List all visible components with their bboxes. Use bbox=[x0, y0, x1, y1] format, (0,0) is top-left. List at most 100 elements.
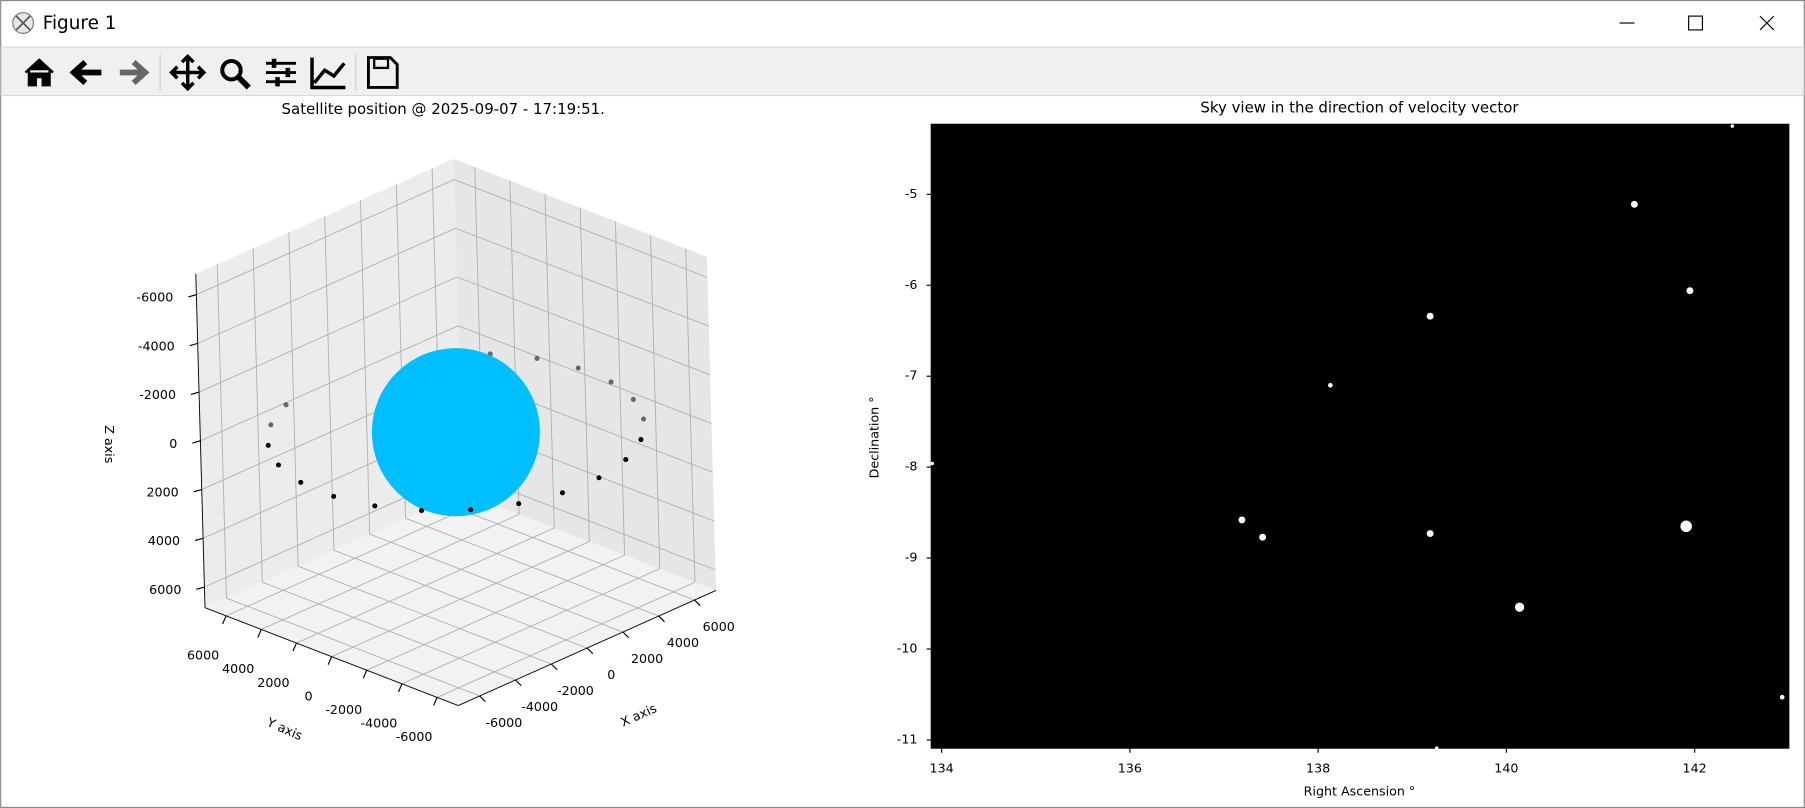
z-tick bbox=[193, 489, 202, 493]
orbit-point bbox=[265, 442, 271, 448]
x-tick-label: -4000 bbox=[521, 699, 558, 714]
y-tick bbox=[327, 656, 333, 665]
x-tick bbox=[479, 695, 486, 703]
star bbox=[1514, 602, 1525, 612]
y-axis-label: Declination ° bbox=[866, 396, 881, 478]
app-icon-glyph bbox=[15, 15, 31, 31]
x-tick-label: 140 bbox=[1494, 760, 1518, 775]
y-tick-label: -5 bbox=[905, 186, 918, 201]
z-tick-label: -4000 bbox=[138, 338, 175, 353]
grid-line bbox=[200, 325, 459, 442]
y-tick-label: -9 bbox=[905, 550, 918, 565]
grid-line bbox=[196, 179, 455, 296]
y-tick bbox=[292, 642, 297, 652]
axes-edit-button[interactable] bbox=[310, 57, 346, 90]
grid-line bbox=[401, 568, 660, 685]
grid-line bbox=[296, 527, 555, 644]
z-axis-line bbox=[195, 273, 206, 608]
grid-line bbox=[225, 500, 485, 617]
y-tick-label: -11 bbox=[897, 731, 918, 746]
y-tick-label: 4000 bbox=[222, 661, 254, 676]
maximize-button[interactable] bbox=[1688, 15, 1704, 31]
star bbox=[1630, 200, 1638, 208]
x-tick bbox=[658, 615, 665, 623]
orbit-point bbox=[468, 507, 474, 513]
z-tick-label: -2000 bbox=[139, 387, 176, 402]
y-tick-label: -10 bbox=[897, 641, 918, 656]
orbit-point bbox=[372, 503, 378, 509]
y-tick-label: -6 bbox=[905, 277, 918, 292]
star bbox=[1680, 520, 1692, 533]
x-tick-label: 138 bbox=[1306, 760, 1330, 775]
z-tick-label: -6000 bbox=[137, 290, 174, 305]
x-tick-label: 2000 bbox=[631, 651, 663, 666]
star bbox=[1435, 746, 1439, 750]
chart-sky: 134 136 138 140 142 -11 -10 -9 -8 -7 -6 -5 Sky view… bbox=[866, 99, 1790, 798]
z-tick-label: 2000 bbox=[146, 485, 178, 500]
y-tick bbox=[362, 670, 368, 679]
star bbox=[1730, 124, 1735, 128]
plot-layer: -6000-4000-20000200040006000-6000-4000-2… bbox=[137, 158, 735, 744]
z-tick bbox=[189, 342, 198, 347]
configure-button[interactable] bbox=[265, 61, 296, 84]
configure-sliders bbox=[271, 58, 291, 87]
grid-line bbox=[366, 554, 625, 671]
y-tick bbox=[433, 697, 438, 706]
z-tick bbox=[192, 440, 201, 444]
orbit-point bbox=[608, 379, 614, 385]
back-button[interactable] bbox=[69, 60, 102, 86]
orbit-point bbox=[534, 355, 540, 361]
star bbox=[1426, 530, 1434, 537]
y-tick-label: 0 bbox=[305, 688, 313, 703]
save-glyph bbox=[373, 57, 390, 70]
x-tick bbox=[694, 599, 701, 607]
forward-button[interactable] bbox=[119, 60, 150, 86]
y-tick-label: -4000 bbox=[361, 716, 398, 731]
x-tick-label: -6000 bbox=[485, 715, 522, 730]
chart-3d: -6000-4000-20000200040006000-6000-4000-2… bbox=[102, 100, 735, 744]
z-tick-label: 4000 bbox=[148, 533, 180, 548]
pan-button[interactable] bbox=[169, 53, 207, 92]
x-tick bbox=[622, 631, 630, 639]
y-tick-label: -7 bbox=[905, 368, 918, 383]
orbit-point bbox=[596, 475, 602, 481]
y-tick-label: 2000 bbox=[257, 675, 289, 690]
plot-layer: 134 136 138 140 142 -11 -10 -9 -8 -7 -6 -5 bbox=[897, 123, 1790, 775]
z-tick-label: 0 bbox=[169, 436, 177, 451]
y-tick-label: -6000 bbox=[396, 729, 433, 744]
x-tick-label: 136 bbox=[1118, 760, 1142, 775]
x-tick-label: 4000 bbox=[667, 635, 699, 650]
y-tick bbox=[397, 683, 403, 693]
grid-line bbox=[436, 581, 696, 698]
x-tick-label: 134 bbox=[930, 760, 954, 775]
orbit-point bbox=[641, 416, 647, 422]
z-tick bbox=[194, 537, 204, 542]
grid-line bbox=[197, 227, 456, 344]
toolbar bbox=[0, 46, 1805, 97]
orbit-point bbox=[268, 422, 274, 428]
orbit-point bbox=[630, 396, 636, 402]
grid-line bbox=[458, 325, 712, 424]
star bbox=[1238, 516, 1246, 524]
orbit-point bbox=[575, 365, 581, 371]
z-tick bbox=[196, 586, 205, 590]
earth-sphere bbox=[371, 348, 540, 517]
y-tick bbox=[257, 629, 262, 638]
chart-title: Satellite position @ 2025-09-07 - 17:19:… bbox=[282, 100, 605, 118]
y-tick-label: -8 bbox=[905, 459, 918, 474]
x-tick bbox=[586, 647, 594, 655]
orbit-point bbox=[516, 501, 522, 507]
close-button[interactable] bbox=[1759, 15, 1775, 31]
grid-line bbox=[454, 179, 708, 278]
grid-line bbox=[331, 541, 590, 658]
y-axis-line bbox=[204, 607, 459, 706]
grid-line bbox=[455, 227, 709, 327]
orbit-point bbox=[638, 437, 644, 443]
plot-area bbox=[930, 123, 1790, 749]
toolbar-bg bbox=[0, 46, 1805, 97]
title-bar: Figure 1 bbox=[12, 12, 1775, 34]
x-tick-label: 6000 bbox=[703, 619, 735, 634]
zoom-button[interactable] bbox=[220, 58, 243, 82]
x-tick-label: -2000 bbox=[557, 683, 594, 698]
